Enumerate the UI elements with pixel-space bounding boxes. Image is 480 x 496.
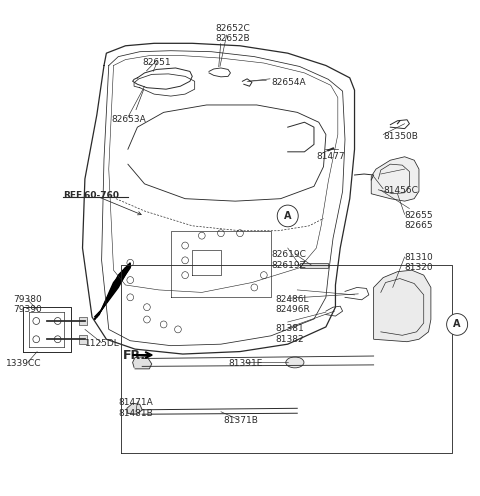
Polygon shape xyxy=(95,263,130,317)
Polygon shape xyxy=(371,157,419,201)
Text: 82655
82665: 82655 82665 xyxy=(405,211,433,231)
Text: 82654A: 82654A xyxy=(271,78,306,87)
Text: 81391E: 81391E xyxy=(228,359,263,368)
Text: REF.60-760: REF.60-760 xyxy=(63,191,120,200)
Text: 82652C
82652B: 82652C 82652B xyxy=(216,24,250,43)
Bar xyxy=(79,316,87,325)
Text: 81471A
81481B: 81471A 81481B xyxy=(118,398,153,418)
Polygon shape xyxy=(132,357,152,369)
Polygon shape xyxy=(95,268,128,319)
Text: 81477: 81477 xyxy=(316,152,345,161)
Bar xyxy=(79,335,87,344)
Text: 81456C: 81456C xyxy=(383,186,418,195)
Text: 82619C
82619Z: 82619C 82619Z xyxy=(271,250,306,270)
Text: 1339CC: 1339CC xyxy=(6,359,42,368)
Text: 82486L
82496R: 82486L 82496R xyxy=(276,295,311,314)
Polygon shape xyxy=(127,403,142,414)
Text: 82653A: 82653A xyxy=(111,115,146,124)
Text: FR.: FR. xyxy=(123,349,146,362)
Text: 81310
81320: 81310 81320 xyxy=(405,253,433,272)
Text: 81350B: 81350B xyxy=(383,132,418,141)
Text: 79380
79390: 79380 79390 xyxy=(13,295,42,314)
Circle shape xyxy=(277,205,298,227)
Polygon shape xyxy=(300,263,328,268)
Text: 81371B: 81371B xyxy=(223,416,258,425)
Text: 82651: 82651 xyxy=(142,58,171,67)
Circle shape xyxy=(446,313,468,335)
Text: A: A xyxy=(284,211,291,221)
Text: 81381
81382: 81381 81382 xyxy=(276,324,304,344)
Text: A: A xyxy=(454,319,461,329)
Ellipse shape xyxy=(286,357,304,368)
Polygon shape xyxy=(373,270,431,342)
Text: 1125DL: 1125DL xyxy=(85,339,120,348)
